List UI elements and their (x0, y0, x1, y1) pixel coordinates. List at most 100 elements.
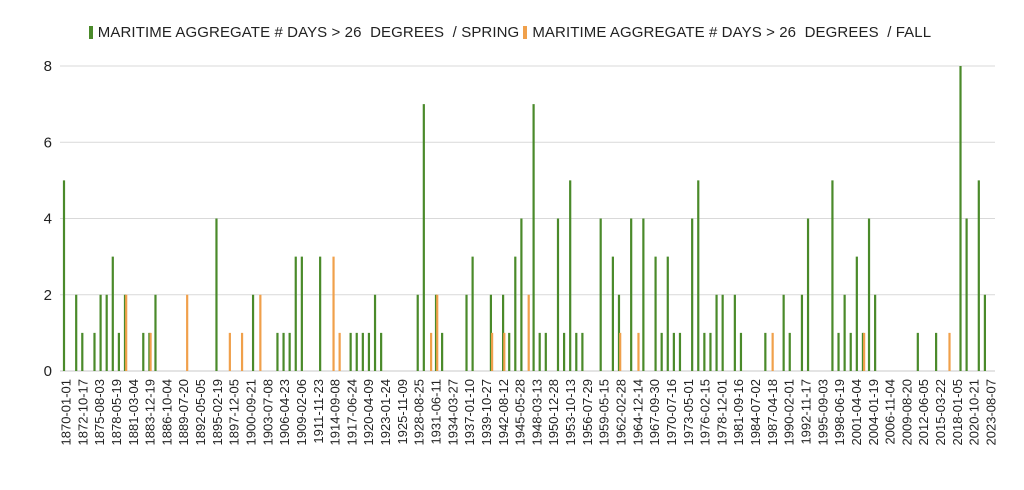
bar-spring-1977[interactable] (715, 294, 718, 371)
bar-spring-1943[interactable] (508, 332, 511, 371)
bar-spring-2001[interactable] (861, 332, 865, 371)
bar-spring-2017[interactable] (959, 66, 962, 371)
bar-spring-1999[interactable] (849, 332, 852, 371)
bar-spring-1880[interactable] (123, 294, 127, 371)
bar-spring-1969[interactable] (666, 256, 669, 371)
bar-spring-2010[interactable] (916, 332, 919, 371)
bar-spring-1965[interactable] (642, 218, 645, 372)
bar-spring-1901[interactable] (251, 294, 255, 371)
bar-spring-1952[interactable] (562, 332, 566, 371)
bar-fall-1961[interactable] (619, 332, 622, 371)
bar-fall-1884[interactable] (149, 332, 152, 371)
bar-spring-1944[interactable] (514, 256, 517, 371)
bar-spring-2000[interactable] (855, 256, 858, 371)
bar-spring-1907[interactable] (288, 332, 291, 371)
bar-spring-1949[interactable] (544, 332, 547, 371)
bar-spring-1973[interactable] (691, 218, 694, 372)
bar-spring-1932[interactable] (441, 332, 444, 371)
bar-fall-1964[interactable] (637, 332, 640, 371)
bar-spring-1883[interactable] (142, 332, 145, 371)
bar-spring-1953[interactable] (569, 180, 572, 371)
bar-spring-1975[interactable] (703, 332, 706, 371)
bar-spring-1876[interactable] (99, 294, 102, 371)
bar-spring-1947[interactable] (532, 104, 535, 371)
bar-spring-1877[interactable] (105, 294, 108, 371)
bar-fall-1940[interactable] (491, 332, 494, 371)
bar-spring-2020[interactable] (977, 180, 980, 371)
bar-spring-1954[interactable] (575, 332, 578, 371)
bar-fall-1942[interactable] (503, 332, 506, 371)
bar-spring-1922[interactable] (380, 332, 383, 371)
bar-spring-1976[interactable] (709, 332, 712, 371)
bar-spring-1895[interactable] (215, 218, 218, 372)
bar-spring-2021[interactable] (983, 294, 987, 371)
bar-spring-1961[interactable] (617, 294, 621, 371)
bar-spring-1875[interactable] (93, 332, 96, 371)
bar-spring-1955[interactable] (581, 332, 584, 371)
bar-spring-1909[interactable] (300, 256, 303, 371)
bar-spring-1974[interactable] (697, 180, 700, 371)
bar-spring-1988[interactable] (782, 294, 785, 371)
bar-spring-1963[interactable] (630, 218, 633, 372)
bar-spring-2003[interactable] (874, 294, 877, 371)
bar-spring-1998[interactable] (843, 294, 846, 371)
bar-spring-1919[interactable] (361, 332, 364, 371)
bar-spring-1970[interactable] (672, 332, 675, 371)
bar-spring-1991[interactable] (800, 294, 804, 371)
bar-spring-1942[interactable] (502, 294, 505, 371)
bar-spring-1968[interactable] (660, 332, 663, 371)
bar-spring-1928[interactable] (416, 294, 419, 371)
bar-spring-1951[interactable] (556, 218, 560, 372)
bar-spring-1921[interactable] (373, 294, 377, 371)
bar-spring-1872[interactable] (75, 294, 78, 371)
bar-spring-1878[interactable] (111, 256, 114, 371)
bar-spring-1885[interactable] (154, 294, 157, 371)
bar-spring-2002[interactable] (867, 218, 871, 372)
bar-spring-1967[interactable] (654, 256, 657, 371)
bar-spring-1917[interactable] (349, 332, 352, 371)
bar-fall-2001[interactable] (863, 332, 866, 371)
bar-spring-1997[interactable] (837, 332, 840, 371)
bar-spring-1936[interactable] (465, 294, 468, 371)
bar-fall-1930[interactable] (430, 332, 433, 371)
bar-spring-1948[interactable] (538, 332, 541, 371)
bar-fall-1986[interactable] (771, 332, 774, 371)
bar-fall-1931[interactable] (436, 294, 439, 371)
bar-fall-1915[interactable] (338, 332, 341, 371)
bar-spring-1912[interactable] (319, 256, 322, 371)
bar-spring-1873[interactable] (81, 332, 84, 371)
bar-spring-2018[interactable] (965, 218, 968, 372)
bar-spring-1996[interactable] (831, 180, 834, 371)
bar-spring-1989[interactable] (788, 332, 791, 371)
bar-fall-1914[interactable] (332, 256, 335, 371)
bar-fall-1899[interactable] (240, 332, 244, 371)
bar-fall-1880[interactable] (125, 294, 128, 371)
bar-spring-1905[interactable] (276, 332, 279, 371)
bar-spring-1978[interactable] (721, 294, 724, 371)
bar-fall-1890[interactable] (186, 294, 189, 371)
legend-item-fall[interactable]: MARITIME AGGREGATE # DAYS > 26 DEGREES /… (523, 24, 931, 41)
bar-spring-1985[interactable] (764, 332, 767, 371)
bar-spring-1958[interactable] (599, 218, 602, 372)
bar-spring-1908[interactable] (294, 256, 297, 371)
bar-spring-1884[interactable] (148, 332, 151, 371)
legend-item-spring[interactable]: MARITIME AGGREGATE # DAYS > 26 DEGREES /… (88, 24, 520, 41)
bar-spring-2013[interactable] (935, 332, 938, 371)
bar-fall-2015[interactable] (948, 332, 951, 371)
bar-fall-1946[interactable] (527, 294, 530, 371)
bar-spring-1918[interactable] (355, 332, 358, 371)
bar-spring-1931[interactable] (434, 294, 438, 371)
bar-fall-1897[interactable] (228, 332, 231, 371)
bar-spring-1981[interactable] (739, 332, 743, 371)
bar-spring-1980[interactable] (733, 294, 736, 371)
bar-spring-1940[interactable] (489, 294, 493, 371)
bar-spring-1906[interactable] (282, 332, 285, 371)
bar-spring-1929[interactable] (422, 104, 425, 371)
bar-spring-1960[interactable] (611, 256, 614, 371)
bar-spring-1971[interactable] (678, 332, 682, 371)
bar-spring-1879[interactable] (117, 332, 120, 371)
bar-spring-1945[interactable] (520, 218, 523, 372)
bar-fall-1902[interactable] (259, 294, 262, 371)
bar-spring-1937[interactable] (471, 256, 474, 371)
bar-spring-1920[interactable] (367, 332, 371, 371)
